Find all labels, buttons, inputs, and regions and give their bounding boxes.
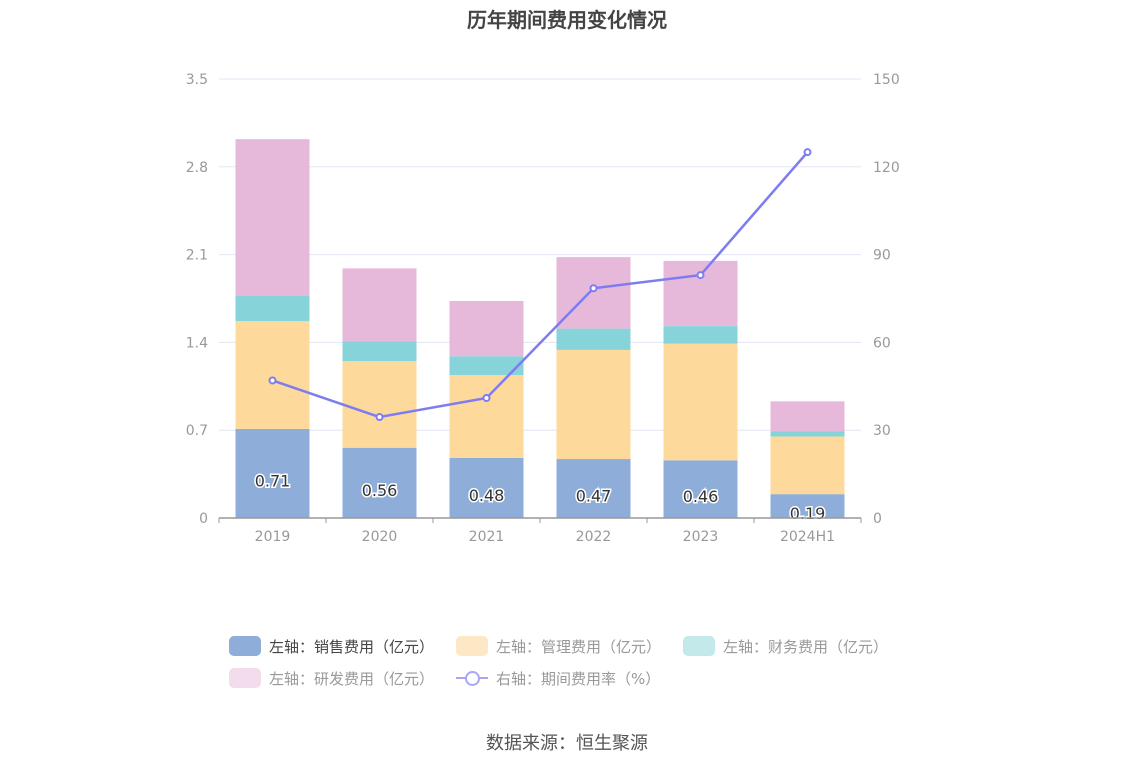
x-axis-tick-label: 2024H1	[780, 529, 835, 545]
bar-rnd	[342, 268, 417, 342]
bar-rnd	[235, 139, 310, 296]
left-axis-tick-label: 3.5	[186, 72, 208, 88]
legend-item-rnd[interactable]: 左轴：研发费用（亿元）	[229, 668, 434, 689]
x-axis-tick-label: 2022	[576, 529, 612, 545]
rate-point	[268, 376, 277, 385]
left-axis-tick-label: 1.4	[186, 335, 208, 351]
rate-point	[803, 148, 812, 157]
legend-label-finance: 左轴：财务费用（亿元）	[723, 637, 889, 656]
bar-finance	[663, 326, 738, 344]
bar-finance	[342, 341, 417, 362]
bar-finance	[770, 431, 845, 437]
legend-label-sales: 左轴：销售费用（亿元）	[269, 637, 435, 656]
bar-admin	[770, 436, 845, 495]
bar-sales	[770, 494, 845, 518]
chart-canvas: 0 0 0.7 30 1.4 60 2.1 90 2.8 120 3.5 150 0.71 2019 0.5…	[186, 72, 900, 545]
legend-label-admin: 左轴：管理费用（亿元）	[496, 637, 662, 656]
bar-value-label: 0.56	[362, 481, 398, 500]
rate-point	[696, 271, 705, 280]
rate-point	[375, 413, 384, 422]
bar-finance	[556, 328, 631, 350]
right-axis-tick-label: 30	[873, 423, 891, 439]
right-axis-tick-label: 150	[873, 72, 900, 88]
legend-item-rate[interactable]: 右轴：期间费用率（%）	[456, 668, 660, 689]
left-axis-tick-label: 0	[199, 511, 208, 527]
bar-sales	[449, 457, 524, 518]
legend-item-finance[interactable]: 左轴：财务费用（亿元）	[683, 636, 888, 657]
bar-finance	[449, 356, 524, 376]
bar-value-label: 0.19	[790, 504, 826, 523]
bar-value-label: 0.48	[469, 486, 505, 505]
bar-rnd	[663, 260, 738, 327]
left-axis-tick-label: 0.7	[186, 423, 208, 439]
bar-admin	[235, 321, 310, 429]
rate-point	[589, 284, 598, 293]
x-axis-tick-label: 2021	[469, 529, 505, 545]
legend-label-rnd: 左轴：研发费用（亿元）	[269, 669, 435, 688]
legend-swatch-admin	[456, 636, 489, 656]
right-axis-tick-label: 60	[873, 335, 891, 351]
bar-value-label: 0.71	[255, 471, 291, 490]
bar-sales	[556, 459, 631, 518]
legend-swatch-rnd	[229, 668, 261, 688]
legend-item-admin[interactable]: 左轴：管理费用（亿元）	[456, 636, 661, 657]
bar-sales	[342, 447, 417, 518]
legend: 左轴：销售费用（亿元） 左轴：管理费用（亿元） 左轴：财务费用（亿元） 左轴：研…	[229, 630, 929, 694]
data-source: 数据来源：恒生聚源	[486, 733, 648, 754]
legend-label-rate: 右轴：期间费用率（%）	[496, 669, 661, 688]
x-axis-tick-label: 2020	[362, 529, 398, 545]
right-axis-tick-label: 120	[873, 160, 900, 176]
chart-title: 历年期间费用变化情况	[467, 8, 667, 32]
bar-rnd	[770, 401, 845, 432]
bar-sales	[663, 460, 738, 518]
bar-admin	[449, 375, 524, 458]
x-axis-tick-label: 2023	[683, 529, 719, 545]
bar-admin	[556, 349, 631, 460]
legend-swatch-finance	[683, 636, 716, 656]
legend-item-sales[interactable]: 左轴：销售费用（亿元）	[229, 636, 434, 657]
right-axis-tick-label: 0	[873, 511, 882, 527]
bar-rnd	[556, 257, 631, 329]
bar-value-label: 0.46	[683, 487, 719, 506]
rate-line	[272, 151, 809, 419]
legend-swatch-rate	[456, 668, 489, 688]
rate-point	[482, 394, 491, 403]
legend-swatch-sales	[229, 636, 261, 656]
bar-finance	[235, 295, 310, 322]
left-axis-tick-label: 2.1	[186, 248, 208, 264]
bar-admin	[342, 361, 417, 448]
left-axis-tick-label: 2.8	[186, 160, 208, 176]
bar-rnd	[449, 301, 524, 357]
bar-sales	[235, 428, 310, 518]
right-axis-tick-label: 90	[873, 248, 891, 264]
bar-value-label: 0.47	[576, 487, 612, 506]
x-axis-tick-label: 2019	[255, 529, 291, 545]
bar-admin	[663, 343, 738, 461]
